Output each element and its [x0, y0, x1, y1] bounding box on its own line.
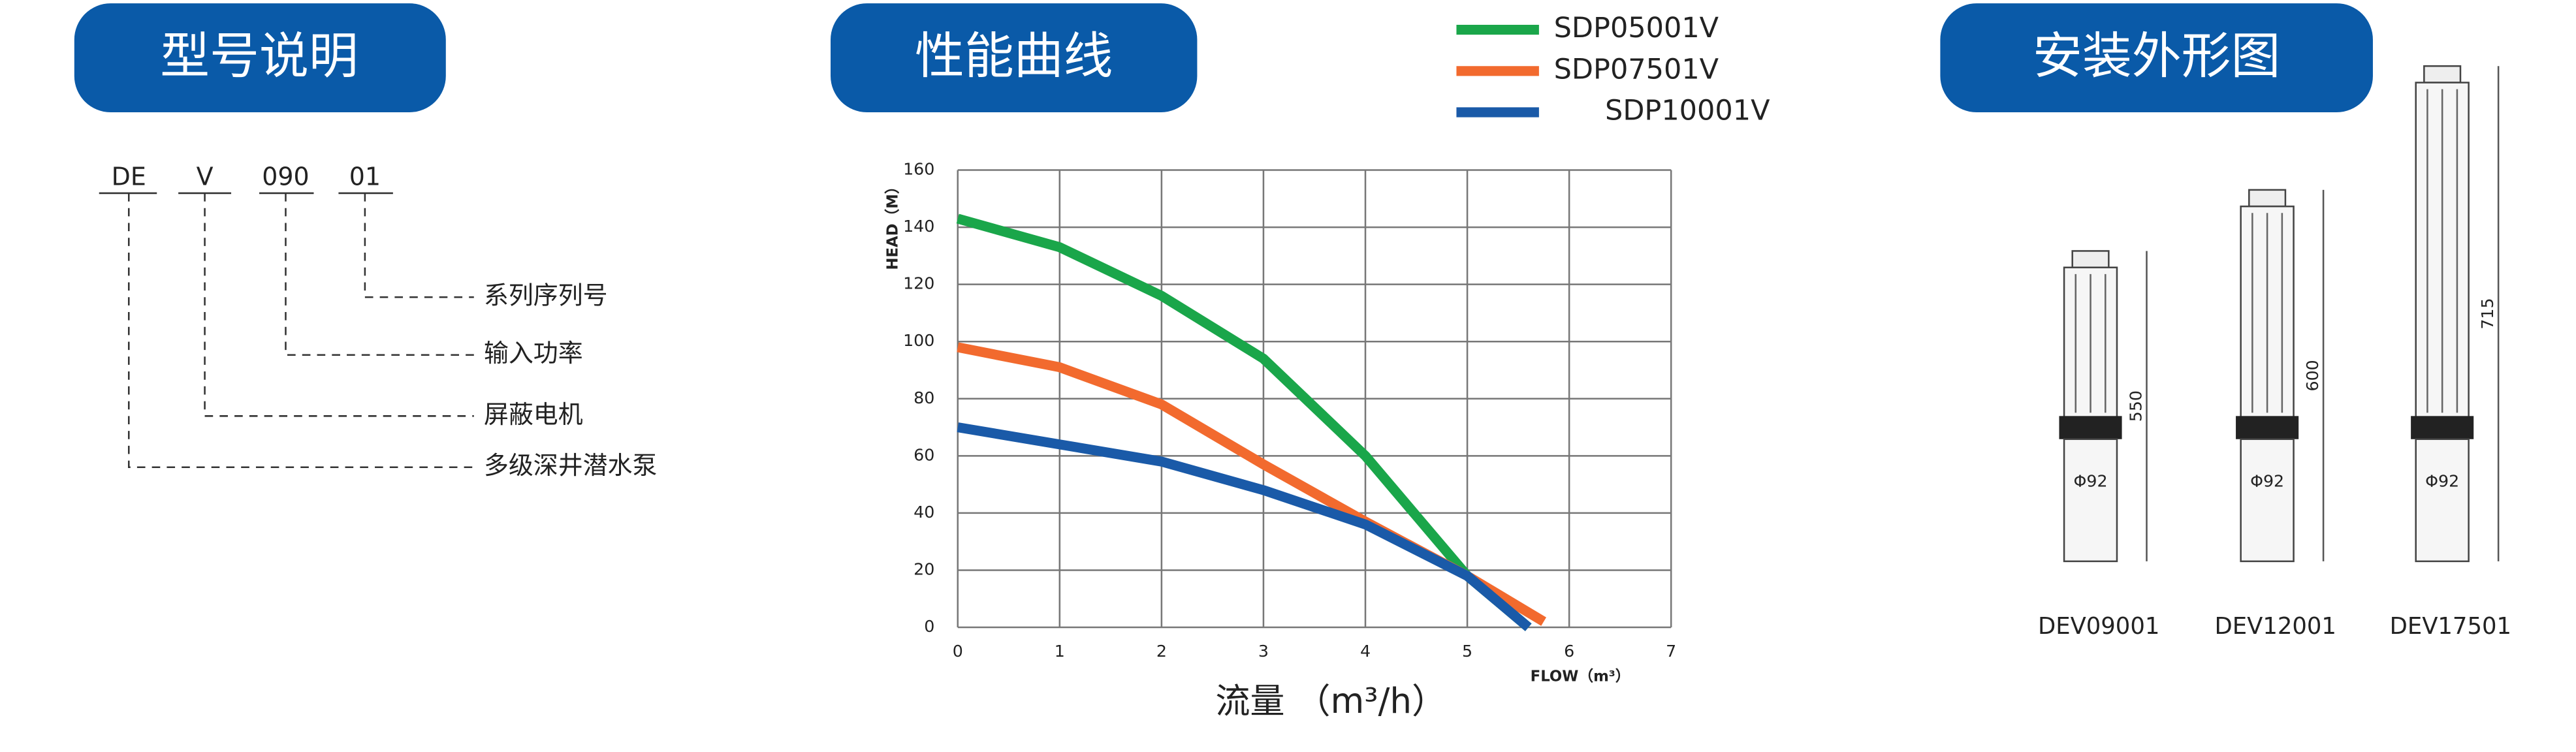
pump-motor [2415, 438, 2470, 563]
pump-cap [2071, 250, 2110, 268]
legend-label: SDP10001V [1605, 95, 1770, 127]
section-title: 安装外形图 [2033, 27, 2280, 85]
section-header [831, 3, 1198, 113]
x-tick-label: 6 [1564, 642, 1574, 661]
model-meaning: 输入功率 [484, 339, 583, 368]
model-lines [99, 192, 474, 468]
model-code: 01 [349, 163, 381, 191]
section-title: 性能曲线 [915, 27, 1113, 85]
x-tick-label: 3 [1258, 642, 1269, 661]
series-line [957, 422, 1532, 631]
y-tick-label: 140 [903, 217, 934, 236]
pump-cap [2423, 65, 2462, 84]
y-tick-label: 0 [924, 617, 934, 636]
pump-band [2059, 416, 2122, 439]
y-tick-label: 160 [903, 160, 934, 179]
dim-diameter: Φ92 [2073, 471, 2107, 490]
x-tick-label: 0 [953, 642, 963, 661]
dim-length: 715 [2478, 298, 2497, 329]
product-name: DEV12001 [2215, 613, 2336, 640]
pump-band [2411, 416, 2474, 439]
product-name: DEV17501 [2390, 613, 2511, 640]
y-axis-title: HEAD（M） [884, 179, 902, 270]
x-tick-label: 7 [1666, 642, 1676, 661]
y-tick-label: 60 [914, 445, 934, 464]
model-meaning: 系列序列号 [484, 281, 608, 310]
pump-band [2236, 416, 2299, 439]
product-name: DEV09001 [2038, 613, 2159, 640]
products: 550 Φ92 DEV09001 600 Φ92 DEV12001 715 Φ92 DEV175… [2038, 65, 2511, 640]
dim-length: 550 [2126, 390, 2145, 422]
model-code: DE [112, 163, 146, 191]
y-tick-label: 40 [914, 503, 934, 522]
dim-diameter: Φ92 [2250, 471, 2284, 490]
model-code: V [197, 163, 214, 191]
x-tick-label: 2 [1156, 642, 1167, 661]
x-tick-label: 4 [1360, 642, 1371, 661]
y-tick-label: 80 [914, 388, 934, 407]
dim-length: 600 [2303, 360, 2322, 391]
pump-motor [2240, 438, 2295, 563]
y-tick-label: 100 [903, 331, 934, 350]
legend-label: SDP05001V [1554, 12, 1719, 44]
model-code: 090 [262, 163, 309, 191]
section-header [1940, 3, 2373, 113]
chart-caption: 流量 （m³/h） [1215, 681, 1446, 721]
pump-motor [2063, 438, 2118, 563]
x-axis-title: FLOW（m³） [1531, 667, 1630, 685]
x-tick-label: 5 [1462, 642, 1472, 661]
model-meaning: 多级深井潜水泵 [484, 451, 657, 480]
y-tick-label: 120 [903, 274, 934, 293]
model-meaning: 屏蔽电机 [484, 400, 583, 429]
pump-cap [2248, 189, 2287, 208]
legend-label: SDP07501V [1554, 53, 1719, 86]
section-header [74, 3, 446, 113]
x-tick-label: 1 [1055, 642, 1065, 661]
section-title: 型号说明 [160, 27, 358, 85]
dim-diameter: Φ92 [2425, 471, 2459, 490]
y-tick-label: 20 [914, 559, 934, 578]
